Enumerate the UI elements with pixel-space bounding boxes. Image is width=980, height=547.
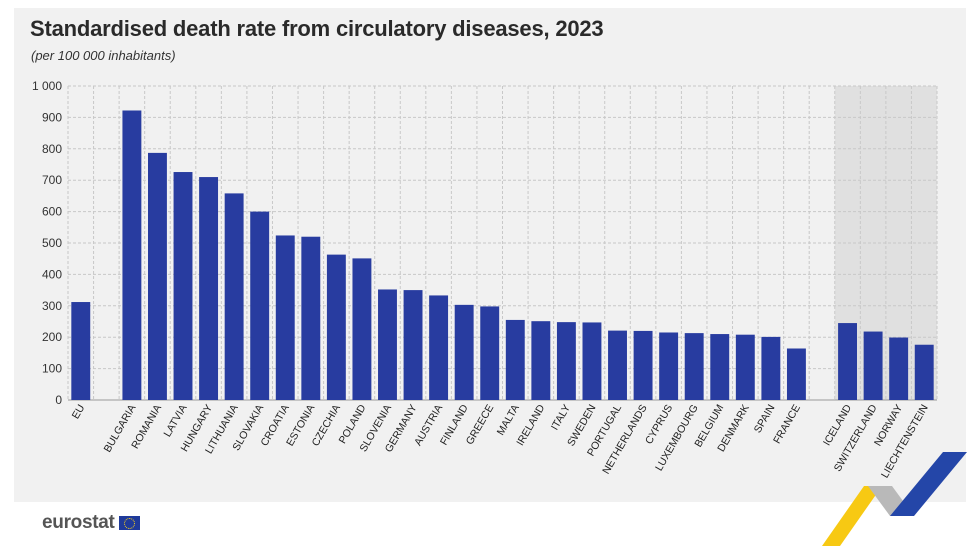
chart-panel (14, 8, 966, 502)
bar (505, 319, 525, 400)
x-tick-label: EU (70, 403, 88, 422)
bar (659, 332, 679, 400)
bar (352, 258, 372, 400)
bar (71, 302, 91, 400)
y-tick-label: 900 (42, 110, 62, 124)
bar (710, 334, 730, 400)
bar (403, 290, 423, 400)
bar (735, 334, 755, 400)
y-tick-label: 600 (42, 205, 62, 219)
bar (863, 331, 883, 400)
bar (326, 254, 346, 400)
chart-subtitle: (per 100 000 inhabitants) (31, 48, 176, 63)
bar (454, 304, 474, 400)
bar (199, 177, 219, 400)
y-tick-label: 100 (42, 362, 62, 376)
eurostat-logo: eurostat (42, 512, 140, 534)
eu-flag-icon (118, 516, 140, 530)
bar (633, 330, 653, 400)
y-tick-label: 0 (55, 393, 62, 407)
bar (147, 152, 167, 400)
y-tick-label: 200 (42, 330, 62, 344)
chart-title: Standardised death rate from circulatory… (30, 16, 604, 41)
bar (250, 211, 270, 400)
bar (480, 306, 500, 400)
bar (761, 336, 781, 400)
bar (914, 344, 934, 400)
bar (429, 295, 449, 400)
bar (122, 110, 142, 400)
x-tick-label: LATVIA (162, 403, 190, 440)
bar (608, 330, 627, 400)
x-tick-label: ITALY (549, 403, 573, 433)
y-tick-label: 800 (42, 142, 62, 156)
bar (275, 235, 295, 400)
decorative-chevron-icon (822, 452, 967, 546)
brand-name: eurostat (42, 512, 115, 533)
y-tick-label: 400 (42, 267, 62, 281)
bar (838, 323, 858, 400)
bar (301, 236, 321, 400)
bar (378, 289, 397, 400)
bar (786, 348, 806, 400)
y-tick-label: 700 (42, 173, 62, 187)
bar (582, 322, 602, 400)
bar (224, 193, 244, 400)
bar (889, 337, 909, 400)
y-tick-label: 1 000 (32, 79, 62, 93)
bar (684, 333, 704, 400)
y-tick-label: 500 (42, 236, 62, 250)
y-tick-label: 300 (42, 299, 62, 313)
x-tick-label: MALTA (495, 403, 522, 438)
bar (556, 322, 576, 400)
bar (173, 172, 193, 400)
bar (531, 321, 551, 400)
x-tick-label: SPAIN (752, 403, 778, 436)
